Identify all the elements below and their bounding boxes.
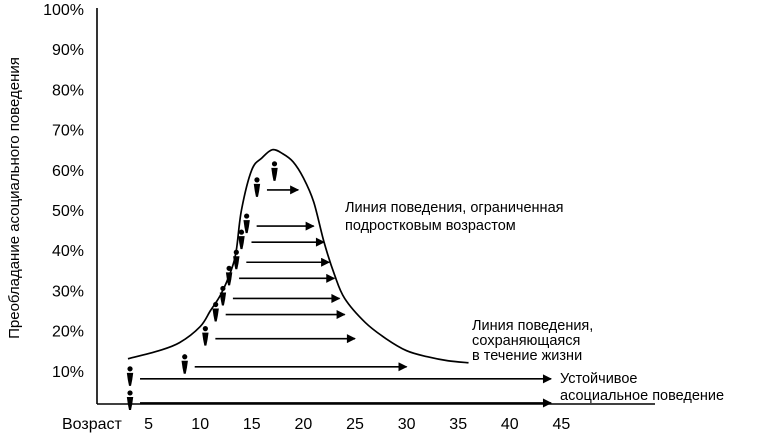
- person-icon: [219, 285, 227, 306]
- person-icon: [126, 390, 134, 410]
- person-icon: [212, 301, 219, 322]
- person-icon: [271, 161, 278, 181]
- x-axis-label: Возраст: [62, 416, 123, 433]
- y-tick-label: 70%: [52, 123, 84, 140]
- annotation-adolescent-line-2: подростковым возрастом: [345, 218, 516, 234]
- person-icon: [243, 213, 250, 234]
- person-icon: [238, 229, 245, 250]
- x-tick-labels: 5 10 15 20 25 30 35 40 45: [144, 416, 570, 433]
- y-tick-label: 30%: [52, 283, 84, 300]
- y-tick-label: 60%: [52, 163, 84, 180]
- y-tick-label: 80%: [52, 82, 84, 99]
- y-tick-label: 100%: [43, 2, 84, 19]
- x-tick-label: 45: [553, 416, 571, 433]
- x-tick-label: 40: [501, 416, 519, 433]
- x-tick-label: 25: [346, 416, 364, 433]
- annotation-persistent-line-2: асоциальное поведение: [560, 388, 724, 404]
- annotation-adolescent-line-1: Линия поведения, ограниченная: [345, 200, 563, 216]
- y-axis-label: Преобладание асоциального поведения: [6, 57, 23, 339]
- behavior-arrows: [140, 185, 552, 408]
- annotation-adolescent: Линия поведения, ограниченная подростков…: [345, 200, 568, 234]
- annotation-life-course-line-2: сохраняющаяся: [472, 333, 580, 349]
- annotation-life-course: Линия поведения, сохраняющаяся в течение…: [472, 318, 597, 364]
- y-tick-label: 10%: [52, 364, 84, 381]
- annotation-life-course-line-1: Линия поведения,: [472, 318, 593, 334]
- x-tick-label: 5: [144, 416, 153, 433]
- person-icon: [126, 366, 134, 386]
- person-icon: [253, 177, 261, 197]
- x-tick-label: 30: [398, 416, 416, 433]
- y-tick-label: 40%: [52, 243, 84, 260]
- annotation-life-course-line-3: в течение жизни: [472, 348, 582, 364]
- annotation-persistent-line-1: Устойчивое: [560, 371, 637, 387]
- x-tick-label: 10: [191, 416, 209, 433]
- y-tick-label: 20%: [52, 324, 84, 341]
- person-icon: [225, 265, 233, 286]
- annotation-persistent: Устойчивое асоциальное поведение: [560, 371, 724, 404]
- y-tick-label: 50%: [52, 203, 84, 220]
- adolescent-limited-curve: [127, 148, 469, 364]
- person-markers: [126, 161, 278, 410]
- x-axis: Возраст 5 10 15 20 25 30 35 40 45: [62, 403, 655, 433]
- y-tick-label: 90%: [52, 42, 84, 59]
- x-tick-label: 35: [449, 416, 467, 433]
- x-tick-label: 20: [295, 416, 313, 433]
- person-icon: [181, 354, 188, 374]
- y-tick-labels: 10% 20% 30% 40% 50% 60% 70% 80% 90% 100%: [43, 2, 84, 381]
- person-icon: [233, 249, 240, 270]
- x-tick-label: 15: [243, 416, 261, 433]
- person-icon: [202, 326, 209, 346]
- y-axis: 10% 20% 30% 40% 50% 60% 70% 80% 90% 100%: [43, 2, 98, 404]
